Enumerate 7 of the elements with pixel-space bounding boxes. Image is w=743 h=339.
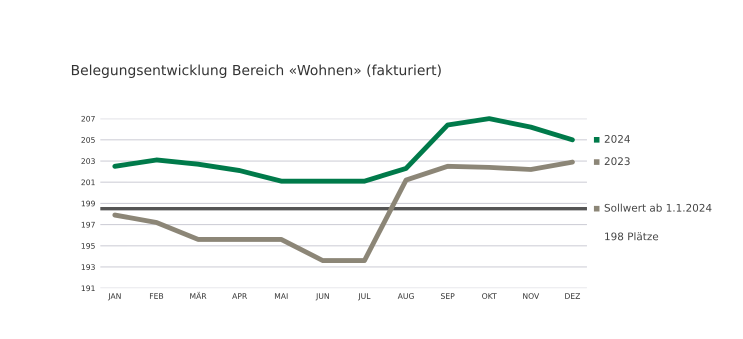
chart-title: Belegungsentwicklung Bereich «Wohnen» (fakturiert): [72, 64, 441, 78]
legend-label: 2024: [604, 134, 630, 143]
line-series: [112, 160, 575, 264]
ref-line-label: Sollwert ab 1.1.2024: [604, 204, 712, 212]
legend-label: 2023: [604, 157, 630, 166]
text: 198 Plätze: [605, 232, 658, 240]
line-series: [112, 116, 575, 184]
